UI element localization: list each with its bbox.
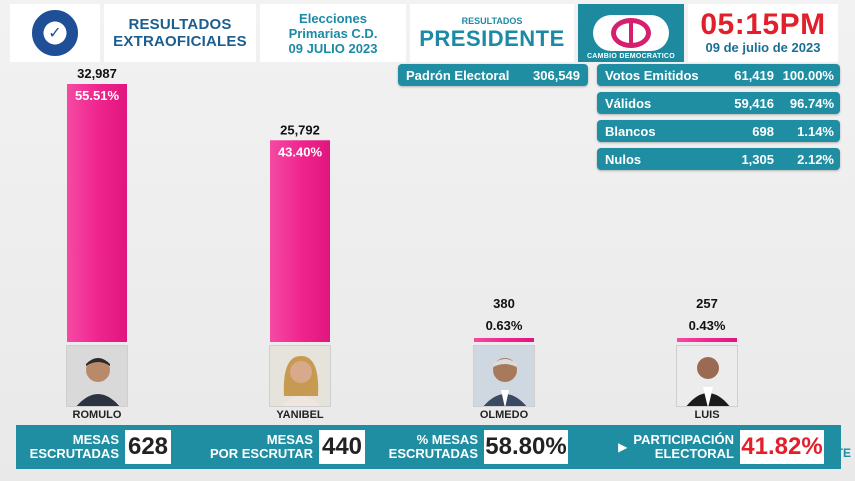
election-title: Elecciones Primarias C.D. 09 JULIO 2023 [260,4,406,62]
participacion-label1: PARTICIPACIÓN [633,432,734,447]
bar-luis [677,338,737,342]
blancos-box: Blancos 698 1.14% [597,120,840,142]
bar-yanibel [270,140,330,342]
votos-emitidos-value: 61,419 [734,67,774,83]
votos-emitidos-pct: 100.00% [782,67,834,83]
clock-box: 05:15PM 09 de julio de 2023 [688,4,838,62]
candidate-name: YANIBEL [276,409,324,421]
candidate-name: ROMULO [72,409,122,421]
resultados-extraoficiales-title: RESULTADOS EXTRAOFICIALES [104,4,256,62]
votos-emitidos-box: Votos Emitidos 61,419 100.00% [597,64,840,86]
nulos-value: 1,305 [741,151,774,167]
nulos-box: Nulos 1,305 2.12% [597,148,840,170]
validos-value: 59,416 [734,95,774,111]
pct-mesas-escrutadas-value: 58.80% [484,430,568,464]
bar-percent-label: 0.63% [486,318,523,333]
participacion-electoral-value: 41.82% [740,430,824,464]
tribunal-seal-logo: ✓ [32,10,78,56]
election-line1: Elecciones [299,10,367,26]
pct-mesas-label1: % MESAS [416,432,478,447]
bar-value-label: 380 [493,296,515,311]
election-line2: Primarias C.D. [288,25,378,41]
candidate-photo-yanibel [269,345,331,407]
padron-label: Padrón Electoral [406,67,510,83]
bar-percent-label: 55.51% [75,88,120,103]
bar-value-label: 25,792 [280,122,320,137]
validos-label: Válidos [605,95,652,111]
blancos-label: Blancos [605,123,656,139]
header-bar: ✓ RESULTADOS EXTRAOFICIALES Elecciones P… [10,4,845,62]
mesas-por-escrutar-value: 440 [319,430,365,464]
por-escrutar-label1: MESAS [266,432,313,447]
candidate-photo-romulo [66,345,128,407]
footer-bar: MESAS ESCRUTADAS 628 MESAS POR ESCRUTAR … [16,425,841,469]
bar-olmedo [474,338,534,342]
chevron-right-icon: ▶ [618,440,628,454]
presidente-label: PRESIDENTE [419,25,565,51]
por-escrutar-label2: POR ESCRUTAR [209,446,313,461]
nulos-pct: 2.12% [797,151,834,167]
participacion-label2: ELECTORAL [654,446,734,461]
candidate-name: LUIS [694,409,720,421]
election-line3: 09 JULIO 2023 [288,40,378,56]
nulos-label: Nulos [605,151,642,167]
participacion-electoral-stat: ▶ PARTICIPACIÓN ELECTORAL 41.82% [568,425,824,469]
bar-percent-label: 0.43% [689,318,726,333]
candidate-photo-luis [676,345,738,407]
votos-emitidos-label: Votos Emitidos [605,67,699,83]
mesas-escrutadas-label2: ESCRUTADAS [29,446,119,461]
pct-mesas-label2: ESCRUTADAS [388,446,478,461]
resultados-small-label: RESULTADOS [461,15,523,26]
bar-romulo [67,84,127,342]
candidate-name: OLMEDO [479,409,529,421]
clock-date: 09 de julio de 2023 [705,40,821,55]
mesas-escrutadas-stat: MESAS ESCRUTADAS 628 [16,425,171,469]
tribunal-seal-box: ✓ [10,4,100,62]
resultados-presidente-title: RESULTADOS PRESIDENTE [410,4,574,62]
blancos-pct: 1.14% [797,123,834,139]
padron-value: 306,549 [533,67,580,83]
resultados-line2: EXTRAOFICIALES [113,33,247,50]
validos-pct: 96.74% [789,95,834,111]
party-logo: CAMBIO DEMOCRATICO [578,4,684,62]
pct-mesas-escrutadas-stat: % MESAS ESCRUTADAS 58.80% [365,425,568,469]
channel-logo: TE [835,446,851,460]
clock-time: 05:15PM [700,8,826,41]
mesas-escrutadas-value: 628 [125,430,171,464]
party-name: CAMBIO DEMOCRATICO [586,53,676,60]
candidate-photo-olmedo [473,345,535,407]
cd-logo-icon [593,15,669,51]
mesas-por-escrutar-stat: MESAS POR ESCRUTAR 440 [171,425,365,469]
padron-electoral-box: Padrón Electoral 306,549 [398,64,588,86]
validos-box: Válidos 59,416 96.74% [597,92,840,114]
blancos-value: 698 [752,123,774,139]
bar-percent-label: 43.40% [278,144,323,159]
results-bar-chart: 32,987 55.51% 25,792 43.40% 380 0.63% 257 0.43% [67,66,737,342]
resultados-line1: RESULTADOS [128,16,232,33]
bar-value-label: 32,987 [77,66,117,81]
bar-value-label: 257 [696,296,718,311]
mesas-escrutadas-label1: MESAS [72,432,119,447]
